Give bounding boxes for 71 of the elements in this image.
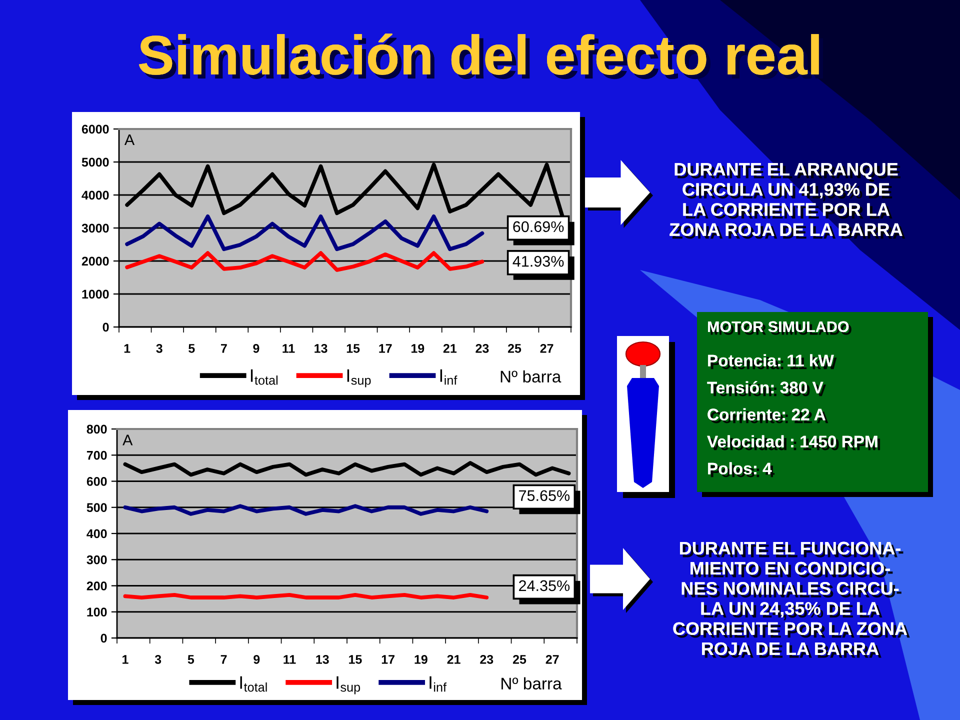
x-tick-label: 13	[314, 344, 328, 353]
x-tick-label: 5	[188, 655, 194, 664]
y-tick-label: 200	[86, 582, 107, 590]
y-tick-label: 4000	[82, 190, 109, 200]
annotation: 24.35%	[519, 580, 570, 592]
text: Corriente: 22 A	[708, 408, 828, 424]
text: Polos: 4	[708, 462, 775, 478]
x-tick-label: 21	[447, 654, 460, 664]
legend-label: I$_{total}$	[240, 676, 267, 692]
x-tick-label: 7	[220, 344, 227, 353]
text: MOTOR SIMULADO	[708, 321, 852, 335]
y-tick-label: 3000	[82, 224, 109, 233]
text: Simulación del efecto real	[138, 34, 823, 80]
x-tick-label: 15	[349, 655, 362, 664]
y-tick-label: 6000	[82, 124, 109, 134]
line-series	[125, 214, 484, 252]
legend-label: I$_{inf}$	[440, 369, 458, 385]
x-tick-label: 1	[122, 655, 128, 664]
x-tick-label: 9	[253, 344, 260, 353]
annotation: A	[122, 434, 133, 446]
x-axis-title: Nº barra	[502, 677, 562, 690]
x-tick-label: 1	[124, 344, 130, 353]
annotation: A	[124, 134, 135, 146]
y-tick-label: 0	[100, 634, 107, 643]
y-tick-label: 500	[86, 503, 107, 512]
y-tick-label: 0	[102, 322, 109, 332]
x-tick-label: 13	[316, 654, 329, 664]
y-tick-label: 400	[86, 529, 107, 538]
legend-label: I$_{sup}$	[347, 369, 371, 388]
x-tick-label: 3	[154, 654, 162, 664]
y-tick-label: 600	[86, 477, 107, 486]
x-axis-title: Nº barra	[500, 370, 562, 383]
line-series	[125, 251, 484, 272]
x-tick-label: 25	[512, 654, 526, 664]
text: Tensión: 380 V	[707, 381, 826, 396]
x-tick-label: 23	[476, 344, 489, 353]
x-tick-label: 7	[220, 655, 227, 664]
y-tick-label: 5000	[82, 158, 109, 167]
text: Velocidad : 1450 RPM	[707, 435, 880, 450]
annotation: 41.93%	[512, 256, 564, 267]
x-tick-label: 17	[382, 655, 394, 664]
text: DURANTE EL FUNCIONA- MIENTO EN CONDICIO- NES NOMINALES CIRCU- LA UN 24,35% DE LA CORRIENTE POR LA ZONA ROJA DE LA BARRA	[673, 542, 910, 658]
legend-label: I$_{inf}$	[430, 676, 447, 692]
line-series	[123, 504, 489, 516]
line-series	[123, 461, 571, 477]
legend-label: I$_{total}$	[250, 369, 278, 385]
y-tick-label: 700	[86, 450, 107, 460]
y-tick-label: 1000	[82, 290, 109, 299]
x-tick-label: 5	[188, 344, 195, 353]
x-tick-label: 21	[443, 344, 457, 353]
text: DURANTE EL ARRANQUE CIRCULA UN 41,93% DE LA CORRIENTE POR LA ZONA ROJA DE LA BARRA	[670, 162, 906, 239]
y-tick-label: 2000	[82, 256, 109, 266]
annotation: 60.69%	[513, 221, 564, 232]
y-tick-label: 300	[86, 555, 107, 564]
x-tick-label: 27	[540, 344, 554, 353]
x-tick-label: 19	[411, 344, 424, 353]
x-tick-label: 9	[254, 654, 260, 664]
legend-label: I$_{sup}$	[336, 676, 360, 694]
x-tick-label: 3	[156, 344, 162, 353]
x-tick-label: 17	[379, 344, 392, 353]
text: Potencia: 11 kW	[708, 354, 837, 370]
x-tick-label: 15	[346, 344, 360, 353]
annotation: 75.65%	[519, 490, 570, 502]
x-tick-label: 11	[284, 655, 296, 664]
x-tick-label: 23	[480, 654, 494, 664]
x-tick-label: 25	[508, 344, 522, 353]
y-tick-label: 800	[86, 424, 107, 434]
x-tick-label: 19	[414, 654, 428, 664]
x-tick-label: 11	[282, 344, 295, 353]
x-tick-label: 27	[546, 654, 559, 664]
y-tick-label: 100	[87, 608, 107, 617]
